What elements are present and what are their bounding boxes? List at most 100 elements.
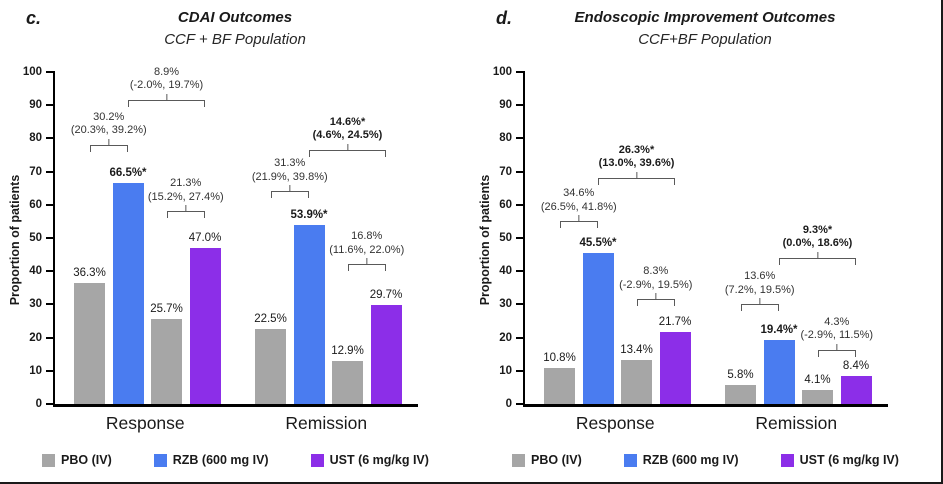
- comparison-diff: 21.3%: [170, 177, 202, 190]
- legend-label: RZB (600 mg IV): [172, 453, 269, 467]
- comparison-diff: 31.3%: [274, 157, 306, 170]
- legend-label: RZB (600 mg IV): [642, 453, 739, 467]
- brace-center-tick: [165, 93, 168, 101]
- bar-value-label: 36.3%: [73, 267, 106, 280]
- y-tick-label: 10: [29, 364, 42, 377]
- y-tick-label: 20: [29, 331, 42, 344]
- y-tick-mark: [516, 270, 525, 273]
- brace-center-tick: [108, 138, 110, 146]
- bar-value-label: 10.8%: [543, 352, 576, 365]
- y-tick-mark: [516, 137, 525, 140]
- comparison-label: 8.3% (-2.9%, 19.5%): [576, 265, 736, 292]
- bar-value-label: 19.4%*: [760, 323, 798, 336]
- category-label-response: Response: [575, 413, 655, 433]
- comparison-ci: (-2.9%, 11.5%): [800, 329, 874, 342]
- y-tick-label: 10: [499, 364, 512, 377]
- legend-swatch-rzb: [623, 453, 637, 467]
- bar-value-label: 29.7%: [369, 289, 403, 302]
- comparison-label: 8.9% (-2.0%, 19.7%): [87, 66, 247, 93]
- brace-center-tick: [578, 215, 580, 223]
- y-tick-label: 70: [499, 165, 512, 178]
- y-tick-mark: [516, 203, 525, 206]
- comparison-brace: [128, 93, 205, 107]
- bar-pbo-remission: [725, 384, 756, 404]
- comparison-label: 26.3%* (13.0%, 39.6%): [557, 144, 717, 171]
- comparison-brace: [636, 293, 675, 307]
- bar-value-label: 12.9%: [331, 345, 364, 358]
- category-label-response: Response: [105, 413, 185, 433]
- legend-c: PBO (IV) RZB (600 mg IV) UST (6 mg/kg IV): [0, 453, 471, 467]
- y-tick-mark: [516, 336, 525, 339]
- y-tick-mark: [46, 170, 55, 173]
- y-tick-mark: [46, 71, 55, 73]
- comparison-ci: (4.6%, 24.5%): [312, 129, 383, 142]
- brace-center-tick: [346, 143, 349, 151]
- y-tick-mark: [46, 270, 55, 273]
- comparison-brace: [559, 215, 598, 229]
- chart-subtitle-d: CCF+BF Population: [638, 31, 772, 48]
- brace-center-tick: [289, 185, 291, 193]
- y-tick-mark: [46, 336, 55, 339]
- legend-swatch-ust: [780, 453, 794, 467]
- comparison-ci: (20.3%, 39.2%): [70, 124, 147, 137]
- comparison-label: 31.3% (21.9%, 39.8%): [210, 157, 370, 184]
- bar-rzb-response: [582, 252, 614, 404]
- y-tick-mark: [516, 403, 525, 405]
- bar-value-label: 21.7%: [658, 315, 692, 328]
- legend-item-ust: UST (6 mg/kg IV): [780, 453, 899, 467]
- comparison-ci: (-2.9%, 19.5%): [619, 278, 693, 291]
- comparison-label: 13.6% (7.2%, 19.5%): [680, 270, 840, 297]
- y-tick-label: 30: [29, 298, 42, 311]
- chart-subtitle-c: CCF + BF Population: [164, 31, 306, 48]
- bar-value-label: 47.0%: [188, 231, 222, 244]
- bar-rzb-remission: [293, 225, 325, 404]
- legend-swatch-rzb: [153, 453, 167, 467]
- legend-d: PBO (IV) RZB (600 mg IV) UST (6 mg/kg IV): [470, 453, 941, 467]
- y-axis-title-c: Proportion of patients: [8, 174, 22, 306]
- legend-swatch-pbo: [42, 453, 56, 467]
- bar-value-label: 66.5%*: [109, 167, 147, 180]
- brace-center-tick: [366, 258, 368, 266]
- legend-label: UST (6 mg/kg IV): [799, 453, 899, 467]
- legend-label: PBO (IV): [531, 453, 582, 467]
- comparison-brace: [598, 171, 675, 185]
- bar-value-label: 13.4%: [620, 343, 653, 356]
- brace-center-tick: [185, 205, 187, 213]
- comparison-brace: [270, 185, 309, 199]
- bar-value-label: 4.1%: [804, 374, 831, 387]
- bar-value-label: 25.7%: [150, 302, 183, 315]
- bar-rzb-response: [112, 183, 144, 404]
- comparison-ci: (0.0%, 18.6%): [782, 237, 853, 250]
- bar-value-label: 22.5%: [254, 313, 287, 326]
- bar-ust-response: [189, 247, 221, 404]
- bar-ust-remission: [370, 305, 402, 404]
- y-tick-label: 40: [29, 265, 42, 278]
- y-tick-mark: [46, 403, 55, 405]
- y-tick-mark: [516, 170, 525, 173]
- bar-pbo-response: [544, 368, 575, 404]
- y-tick-label: 100: [22, 66, 42, 78]
- y-tick-label: 0: [35, 398, 42, 410]
- y-tick-label: 90: [499, 99, 512, 112]
- bar-value-label: 5.8%: [727, 368, 754, 381]
- comparison-label: 21.3% (15.2%, 27.4%): [106, 177, 266, 204]
- y-tick-label: 60: [29, 198, 42, 211]
- legend-item-rzb: RZB (600 mg IV): [623, 453, 739, 467]
- bar-pbo-response: [621, 359, 652, 404]
- plot-area-d: 0 10 20 30 40 50 60 70 80 90 100 10.8% 45.5%* 13.4% 21…: [493, 66, 888, 410]
- comparison-diff: 26.3%*: [618, 144, 655, 157]
- bar-rzb-remission: [763, 339, 795, 404]
- comparison-diff: 8.3%: [643, 265, 669, 278]
- y-tick-label: 100: [492, 66, 512, 78]
- panel-d-endoscopic-outcomes: d. Endoscopic Improvement Outcomes CCF+B…: [470, 0, 941, 484]
- y-tick-label: 70: [29, 165, 42, 178]
- comparison-diff: 8.9%: [153, 66, 180, 79]
- brace-center-tick: [816, 251, 819, 259]
- y-tick-label: 40: [499, 265, 512, 278]
- bar-value-label: 53.9%*: [290, 209, 328, 222]
- y-tick-label: 50: [499, 232, 512, 244]
- comparison-brace: [347, 258, 386, 272]
- bar-value-label: 8.4%: [842, 360, 870, 373]
- legend-item-pbo: PBO (IV): [42, 453, 112, 467]
